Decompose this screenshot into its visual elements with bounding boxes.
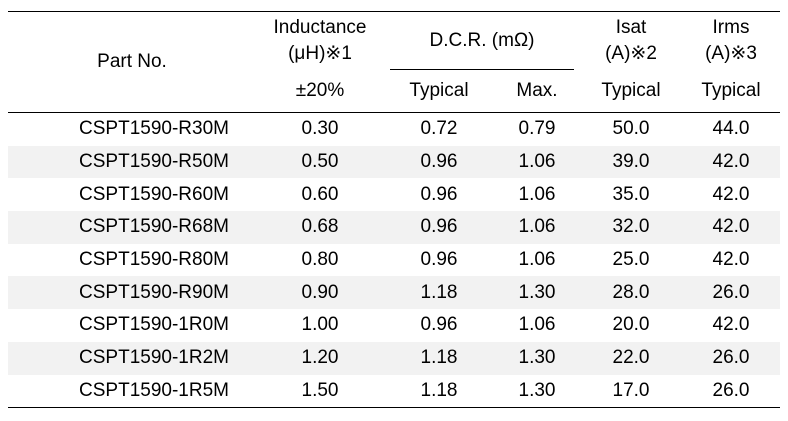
cell-irms: 26.0	[682, 276, 780, 310]
cell-inductance: 0.60	[301, 183, 339, 205]
cell-irms: 42.0	[682, 145, 780, 179]
table-row: CSPT1590-1R2M 1.20 1.18 1.30 22.0 26.0	[8, 341, 780, 375]
cell-isat: 25.0	[612, 249, 650, 271]
table-header: Part No. Inductance (μH)※1 D.C.R. (mΩ) I…	[8, 11, 780, 113]
cell-inductance: 1.00	[301, 314, 339, 336]
cell-isat: 32.0	[580, 211, 682, 244]
header-inductance-unit: (μH)※1	[288, 43, 352, 64]
cell-dcr-max: 1.30	[494, 374, 580, 409]
header-irms-typical: Typical	[682, 70, 780, 113]
cell-dcr-max: 1.30	[494, 341, 580, 375]
cell-part-no: CSPT1590-1R5M	[8, 374, 256, 409]
header-irms: Irms (A)※3	[682, 11, 780, 70]
cell-isat: 39.0	[580, 145, 682, 179]
header-dcr-max: Max.	[494, 70, 580, 113]
cell-dcr-max: 1.06	[518, 183, 556, 205]
cell-part-no: CSPT1590-R90M	[8, 276, 256, 310]
header-irms-label: Irms	[712, 17, 750, 38]
table-row: CSPT1590-R80M 0.80 0.96 1.06 25.0 42.0	[8, 244, 780, 277]
cell-isat: 22.0	[580, 341, 682, 375]
header-inductance-tolerance: ±20%	[256, 70, 384, 113]
cell-inductance: 1.50	[256, 374, 384, 409]
cell-isat: 35.0	[612, 183, 650, 205]
table-row: CSPT1590-1R0M 1.00 0.96 1.06 20.0 42.0	[8, 309, 780, 342]
cell-dcr-max: 1.06	[494, 211, 580, 244]
cell-irms: 42.0	[712, 314, 750, 336]
cell-inductance: 0.30	[301, 118, 339, 140]
cell-part-no: CSPT1590-1R0M	[79, 314, 229, 336]
cell-dcr-max: 1.30	[494, 276, 580, 310]
header-part-no: Part No.	[8, 11, 256, 113]
header-isat-unit: (A)※2	[605, 43, 657, 64]
header-isat-label: Isat	[615, 17, 647, 38]
cell-part-no: CSPT1590-R30M	[79, 118, 229, 140]
cell-part-no: CSPT1590-R80M	[79, 249, 229, 271]
cell-dcr-typical: 1.18	[384, 341, 494, 375]
cell-isat: 50.0	[612, 118, 650, 140]
cell-irms: 44.0	[712, 118, 750, 140]
inductor-spec-table: Part No. Inductance (μH)※1 D.C.R. (mΩ) I…	[8, 11, 780, 409]
table-row: CSPT1590-R90M 0.90 1.18 1.30 28.0 26.0	[8, 276, 780, 310]
cell-irms: 42.0	[682, 211, 780, 244]
cell-inductance: 0.50	[256, 145, 384, 179]
header-inductance: Inductance (μH)※1	[256, 11, 384, 70]
cell-part-no: CSPT1590-R68M	[8, 211, 256, 244]
cell-dcr-typical: 0.96	[384, 145, 494, 179]
cell-irms: 26.0	[682, 374, 780, 409]
table-body: CSPT1590-R30M 0.30 0.72 0.79 50.0 44.0 C…	[8, 113, 780, 409]
header-dcr: D.C.R. (mΩ)	[384, 11, 580, 70]
cell-dcr-typical: 1.18	[384, 276, 494, 310]
cell-isat: 28.0	[580, 276, 682, 310]
cell-irms: 42.0	[712, 183, 750, 205]
cell-dcr-typical: 0.72	[420, 118, 458, 140]
header-dcr-underline	[390, 69, 574, 70]
cell-inductance: 0.80	[301, 249, 339, 271]
table-row: CSPT1590-1R5M 1.50 1.18 1.30 17.0 26.0	[8, 374, 780, 409]
header-dcr-typical: Typical	[384, 70, 494, 113]
cell-dcr-typical: 1.18	[384, 374, 494, 409]
cell-irms: 26.0	[682, 341, 780, 375]
table-row: CSPT1590-R68M 0.68 0.96 1.06 32.0 42.0	[8, 211, 780, 244]
header-isat: Isat (A)※2	[580, 11, 682, 70]
table-row: CSPT1590-R50M 0.50 0.96 1.06 39.0 42.0	[8, 145, 780, 179]
cell-isat: 17.0	[580, 374, 682, 409]
cell-irms: 42.0	[712, 249, 750, 271]
cell-isat: 20.0	[612, 314, 650, 336]
table-row: CSPT1590-R30M 0.30 0.72 0.79 50.0 44.0	[8, 113, 780, 146]
cell-dcr-typical: 0.96	[420, 314, 458, 336]
cell-dcr-max: 1.06	[494, 145, 580, 179]
cell-inductance: 1.20	[256, 341, 384, 375]
table-row: CSPT1590-R60M 0.60 0.96 1.06 35.0 42.0	[8, 178, 780, 211]
cell-part-no: CSPT1590-R60M	[79, 183, 229, 205]
header-irms-unit: (A)※3	[705, 43, 757, 64]
header-isat-typical: Typical	[580, 70, 682, 113]
header-inductance-label: Inductance	[273, 17, 367, 38]
cell-dcr-typical: 0.96	[384, 211, 494, 244]
cell-part-no: CSPT1590-1R2M	[8, 341, 256, 375]
cell-dcr-max: 0.79	[518, 118, 556, 140]
header-dcr-label: D.C.R. (mΩ)	[429, 30, 535, 51]
cell-dcr-typical: 0.96	[420, 183, 458, 205]
cell-dcr-typical: 0.96	[420, 249, 458, 271]
cell-inductance: 0.68	[256, 211, 384, 244]
cell-dcr-max: 1.06	[518, 314, 556, 336]
cell-dcr-max: 1.06	[518, 249, 556, 271]
cell-part-no: CSPT1590-R50M	[8, 145, 256, 179]
cell-inductance: 0.90	[256, 276, 384, 310]
